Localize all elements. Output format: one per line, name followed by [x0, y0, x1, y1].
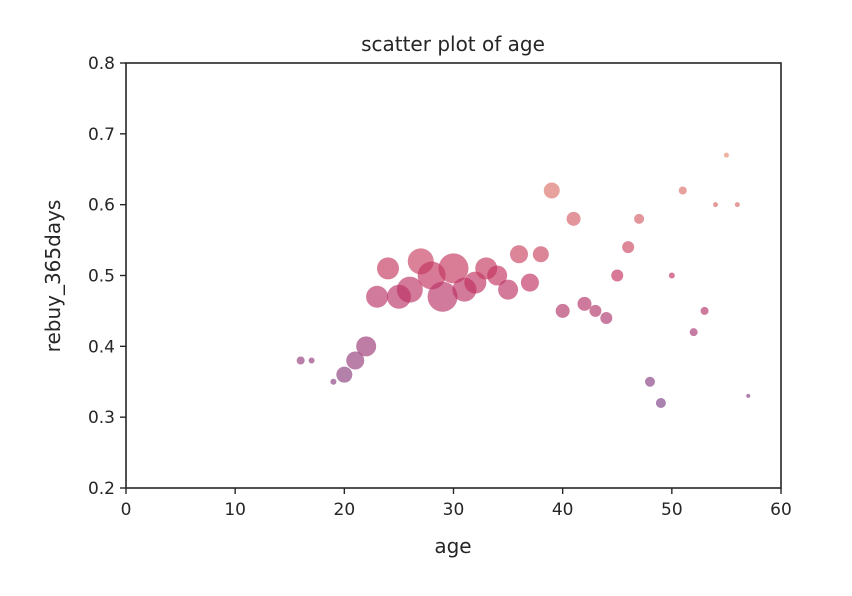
- plot-frame: [125, 62, 782, 489]
- scatter-point: [622, 241, 635, 254]
- scatter-point: [634, 213, 645, 224]
- y-axis-ticks: 0.2 0.3 0.4 0.5 0.6 0.7 0.8: [88, 54, 126, 499]
- scatter-point: [645, 376, 655, 387]
- x-tick-label: 0: [121, 500, 132, 520]
- points-layer: [296, 152, 751, 408]
- scatter-point: [678, 186, 687, 195]
- scatter-point: [746, 393, 751, 398]
- scatter-point: [700, 306, 709, 315]
- scatter-point: [330, 378, 337, 385]
- y-tick-label: 0.5: [88, 267, 115, 287]
- y-axis-label: rebuy_365days: [41, 200, 65, 353]
- scatter-point: [600, 312, 613, 324]
- scatter-point: [543, 182, 560, 199]
- scatter-point: [427, 281, 458, 312]
- x-tick-label: 40: [552, 500, 574, 520]
- y-tick-label: 0.6: [88, 196, 115, 216]
- x-axis-ticks: 0 10 20 30 40 50 60: [121, 488, 792, 520]
- scatter-point: [655, 398, 666, 408]
- scatter-point: [366, 285, 389, 308]
- y-tick-label: 0.8: [88, 54, 115, 74]
- scatter-point: [296, 356, 305, 365]
- x-tick-label: 50: [661, 500, 683, 520]
- scatter-point: [723, 152, 729, 158]
- scatter-point: [589, 304, 602, 317]
- scatter-point: [356, 336, 377, 357]
- scatter-point: [438, 253, 469, 284]
- x-tick-label: 10: [224, 500, 246, 520]
- scatter-point: [577, 296, 592, 311]
- y-tick-label: 0.4: [88, 337, 115, 357]
- y-tick-label: 0.7: [88, 125, 115, 145]
- scatter-point: [487, 265, 508, 286]
- scatter-point: [377, 257, 399, 280]
- x-tick-label: 30: [443, 500, 465, 520]
- y-tick-label: 0.2: [88, 479, 115, 499]
- scatter-point: [520, 273, 539, 292]
- x-axis-label: age: [434, 534, 471, 558]
- y-tick-label: 0.3: [88, 408, 115, 428]
- scatter-point: [689, 328, 698, 337]
- scatter-point: [498, 279, 519, 300]
- scatter-point: [611, 269, 624, 282]
- scatter-point: [734, 202, 740, 208]
- scatter-point: [396, 276, 423, 303]
- scatter-point: [713, 202, 718, 208]
- scatter-point: [308, 357, 315, 364]
- x-tick-label: 20: [334, 500, 356, 520]
- scatter-point: [532, 246, 549, 263]
- scatter-point: [555, 303, 570, 318]
- scatter-point: [336, 366, 353, 383]
- chart-title: scatter plot of age: [361, 32, 545, 56]
- scatter-point: [510, 245, 528, 264]
- scatter-point: [566, 211, 581, 226]
- scatter-point: [668, 272, 675, 279]
- scatter-point: [346, 351, 365, 370]
- x-tick-label: 60: [770, 500, 792, 520]
